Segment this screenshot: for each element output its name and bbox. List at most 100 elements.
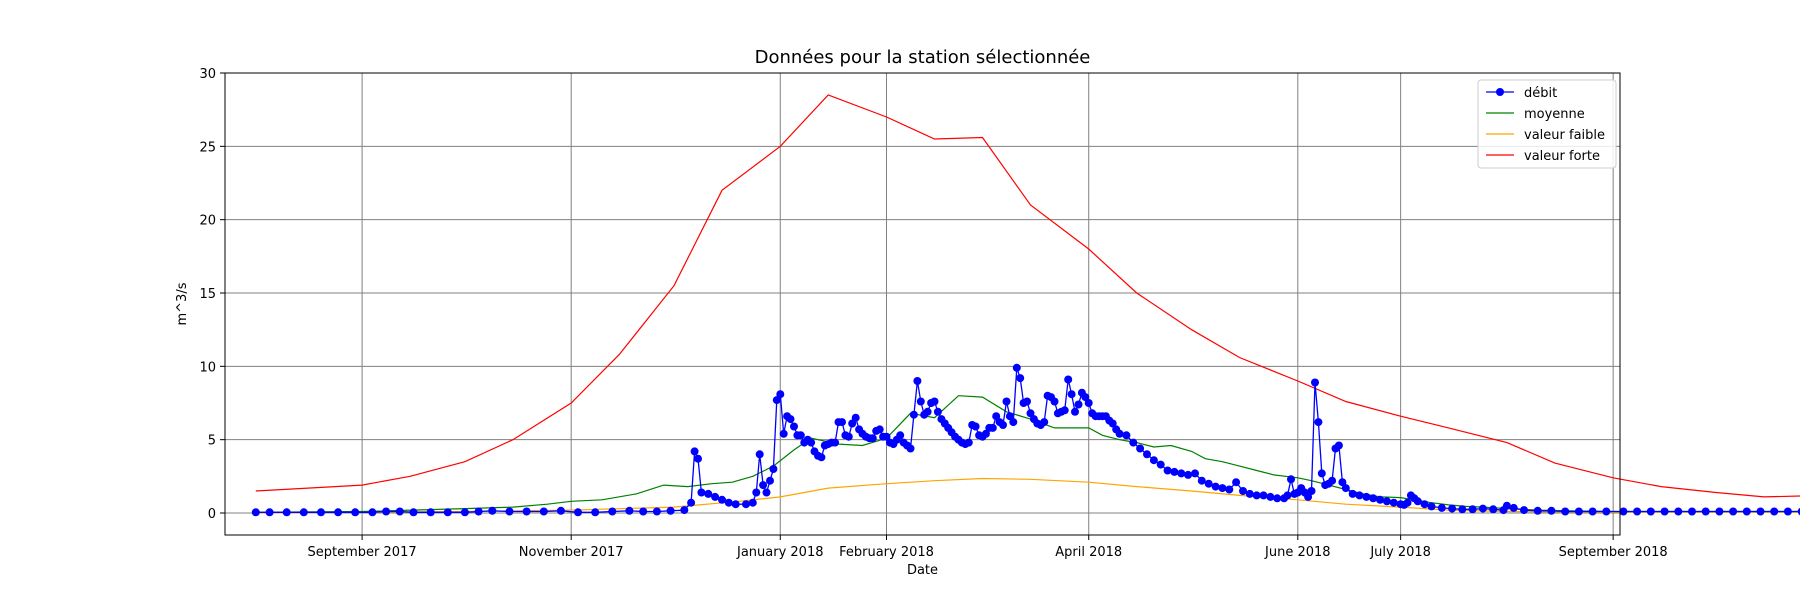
data-point xyxy=(1204,479,1213,488)
data-point xyxy=(368,508,377,517)
legend-label: débit xyxy=(1524,86,1557,101)
x-tick-label: June 2018 xyxy=(1264,545,1331,560)
data-point xyxy=(652,507,661,516)
data-point xyxy=(1660,507,1669,516)
data-point xyxy=(1602,507,1611,516)
data-point xyxy=(933,407,942,416)
data-point xyxy=(1074,400,1083,409)
data-point xyxy=(687,498,696,507)
data-point xyxy=(1328,476,1337,485)
data-point xyxy=(762,488,771,497)
data-point xyxy=(1239,487,1247,495)
data-point xyxy=(882,432,891,441)
data-point xyxy=(1389,498,1398,507)
data-point xyxy=(1574,507,1583,516)
data-point xyxy=(796,431,805,440)
data-point xyxy=(916,397,925,406)
data-point xyxy=(817,453,826,462)
data-point xyxy=(608,507,617,516)
data-point xyxy=(909,410,918,419)
data-point xyxy=(752,488,761,497)
data-point xyxy=(848,419,857,428)
data-point xyxy=(1304,492,1313,501)
data-point xyxy=(1448,504,1457,513)
data-point xyxy=(1136,444,1145,453)
data-point xyxy=(1002,397,1011,406)
data-point xyxy=(1437,503,1446,512)
legend-item-moyenne: moyenne xyxy=(1486,107,1585,122)
data-point xyxy=(755,450,764,459)
data-point xyxy=(680,506,689,515)
data-point xyxy=(1163,466,1172,475)
plot-frame xyxy=(224,72,1621,536)
data-point xyxy=(1376,495,1385,504)
data-point xyxy=(1588,507,1597,516)
y-axis-ticks: 0 5 10 15 20 25 30 xyxy=(199,67,225,522)
data-point xyxy=(539,507,548,516)
data-point xyxy=(1729,507,1738,516)
data-point xyxy=(769,465,778,473)
data-point xyxy=(971,422,980,431)
data-point xyxy=(474,507,483,516)
data-point xyxy=(1314,418,1323,427)
legend-label: moyenne xyxy=(1524,107,1585,122)
data-point xyxy=(988,423,997,432)
data-point xyxy=(1012,363,1021,372)
y-tick-label: 20 xyxy=(199,214,216,229)
data-point xyxy=(772,396,781,405)
data-point xyxy=(838,418,846,427)
data-point xyxy=(851,413,860,422)
data-point xyxy=(265,508,274,517)
legend-marker xyxy=(1496,88,1504,96)
data-point xyxy=(1561,507,1570,516)
data-point xyxy=(1382,497,1391,506)
data-point xyxy=(776,390,785,399)
data-point xyxy=(1081,393,1090,402)
data-point xyxy=(1420,500,1429,509)
data-point xyxy=(868,434,877,443)
data-point xyxy=(1040,418,1049,427)
data-point xyxy=(1413,497,1422,506)
data-point xyxy=(1633,507,1642,516)
y-tick-label: 30 xyxy=(199,67,216,82)
data-point xyxy=(625,506,634,515)
data-point xyxy=(1458,505,1467,514)
data-point xyxy=(981,429,990,438)
x-axis-ticks: September 2017 November 2017 January 2018 F… xyxy=(308,535,1668,560)
data-point xyxy=(1273,494,1282,503)
legend-label: valeur faible xyxy=(1524,128,1605,143)
data-point xyxy=(790,422,798,431)
data-point xyxy=(718,495,726,504)
chart-title: Données pour la station sélectionnée xyxy=(755,47,1091,68)
data-point xyxy=(299,508,308,517)
data-point xyxy=(875,425,884,434)
series-line-valeur-forte xyxy=(255,94,1800,498)
data-point xyxy=(1067,390,1076,399)
data-point xyxy=(1064,375,1073,384)
y-tick-label: 10 xyxy=(199,360,216,375)
data-point xyxy=(1184,470,1193,479)
legend-item-valeur-forte: valeur forte xyxy=(1486,149,1600,164)
legend-box xyxy=(1477,79,1617,169)
data-point xyxy=(1245,489,1254,498)
data-point xyxy=(1108,419,1117,428)
data-point xyxy=(1218,484,1227,493)
series-valeur-forte xyxy=(255,94,1800,498)
y-tick-label: 25 xyxy=(199,140,216,155)
data-point xyxy=(913,377,922,385)
legend-label: valeur forte xyxy=(1524,149,1600,164)
data-point xyxy=(697,488,706,497)
data-point xyxy=(807,438,816,447)
data-point xyxy=(1770,507,1779,516)
data-point xyxy=(724,498,733,507)
data-point xyxy=(351,508,360,517)
data-point xyxy=(731,500,740,509)
data-point xyxy=(395,507,404,516)
data-point xyxy=(1026,409,1035,418)
data-point xyxy=(1338,478,1347,487)
data-point xyxy=(666,506,675,515)
data-point xyxy=(704,489,713,498)
data-point xyxy=(992,412,1001,421)
data-point xyxy=(906,444,915,453)
data-point xyxy=(1489,505,1498,514)
